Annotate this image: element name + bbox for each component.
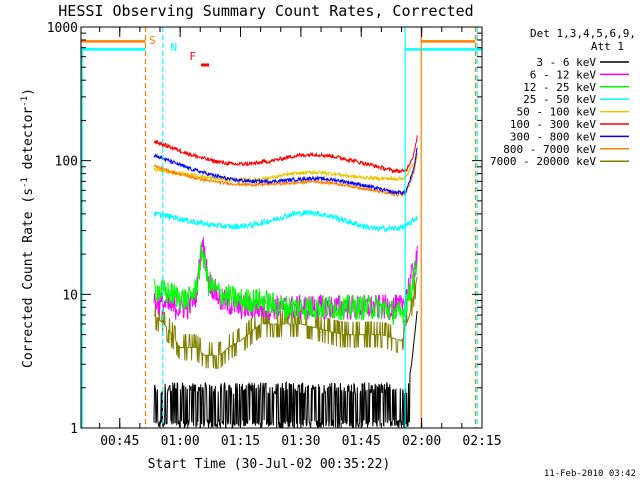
x-tick-label: 01:45 — [342, 434, 381, 449]
legend-header-line-2: Att 1 — [591, 40, 624, 53]
x-axis-ticks: 00:45 01:00 01:15 01:30 01:45 02:00 02:15 — [99, 27, 502, 449]
y-tick-label: 100 — [55, 155, 78, 170]
legend-label: 100 - 300 keV — [510, 118, 596, 131]
plot-frame — [80, 26, 483, 429]
y-tick-label: 1 — [70, 422, 78, 437]
y-tick-label: 1000 — [47, 21, 78, 36]
legend-label: 25 - 50 keV — [523, 93, 596, 106]
annotation-n: N — [170, 41, 177, 54]
x-tick-label: 02:15 — [462, 434, 501, 449]
date-stamp: 11-Feb-2010 03:42 — [544, 469, 636, 479]
x-tick-label: 00:45 — [100, 434, 139, 449]
series-line-800-7000-kev — [153, 152, 418, 198]
y-axis-ticks: 1 10 100 1000 — [47, 21, 482, 437]
chart-title: HESSI Observing Summary Count Rates, Cor… — [58, 2, 473, 20]
y-axis-label: Corrected Count Rate (s-1 detector-1) — [20, 88, 36, 368]
y-tick-label: 10 — [62, 288, 78, 303]
legend-label: 300 - 800 keV — [510, 130, 596, 143]
legend-header-line-1: Det 1,3,4,5,6,9, — [530, 27, 636, 40]
legend-label: 800 - 7000 keV — [503, 143, 596, 156]
x-tick-label: 01:15 — [221, 434, 260, 449]
x-tick-label: 01:00 — [161, 434, 200, 449]
series-line-25-50-kev — [153, 209, 418, 233]
legend-label: 7000 - 20000 keV — [490, 155, 596, 168]
x-tick-label: 02:00 — [402, 434, 441, 449]
x-axis-label: Start Time (30-Jul-02 00:35:22) — [148, 457, 391, 472]
annotation-f: F — [189, 50, 196, 63]
legend-label: 12 - 25 keV — [523, 81, 596, 94]
series-line-50-100-kev — [153, 155, 418, 184]
series-line-12-25-kev — [153, 242, 418, 325]
x-tick-label: 01:30 — [281, 434, 320, 449]
legend-label: 50 - 100 keV — [517, 106, 597, 119]
series-line-300-800-kev — [153, 147, 418, 196]
legend-label: 3 - 6 keV — [536, 56, 596, 69]
plot-area: S NF — [80, 26, 483, 430]
series-line-3-6-kev — [153, 311, 418, 430]
series-line-100-300-kev — [153, 135, 418, 174]
annotation-s: S — [149, 34, 156, 47]
legend-label: 6 - 12 keV — [530, 68, 597, 81]
